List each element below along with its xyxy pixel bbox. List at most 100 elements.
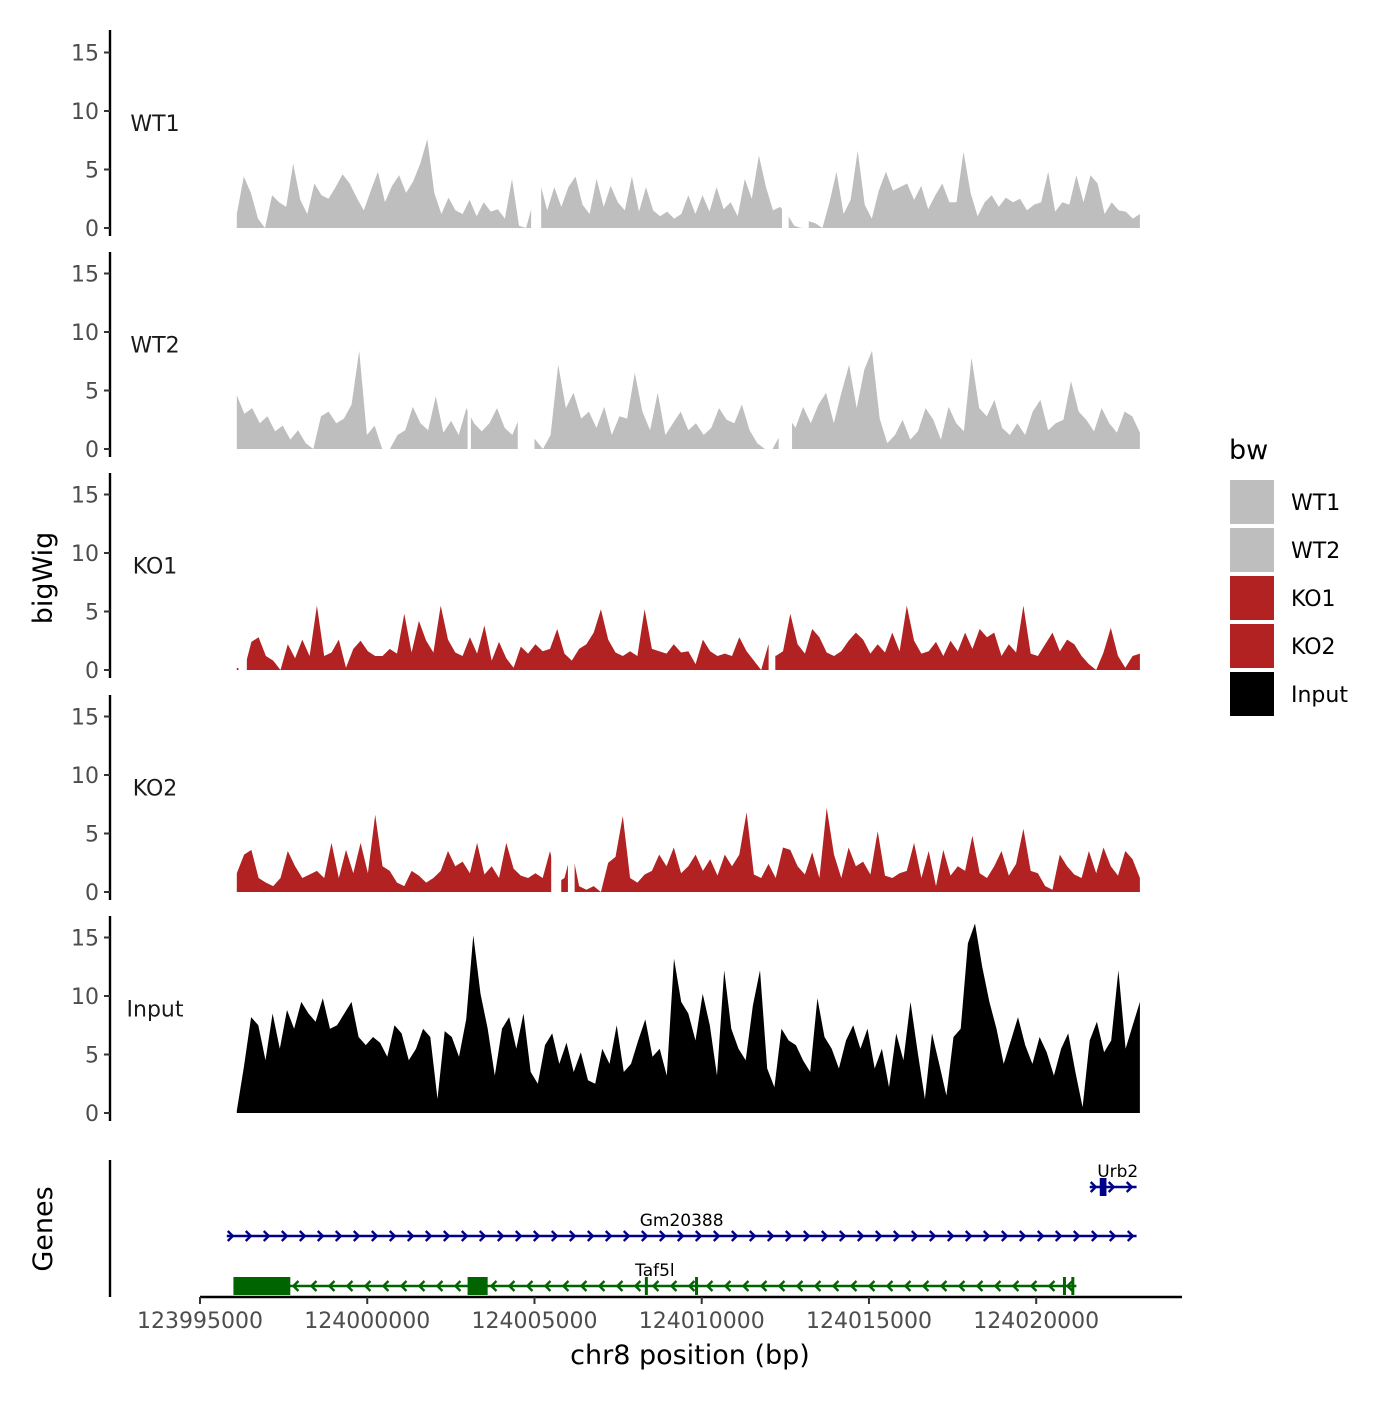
strand-arrow (849, 1280, 858, 1292)
legend-label: WT2 (1291, 539, 1340, 564)
strand-arrow (831, 1280, 840, 1292)
strand-arrow (975, 1280, 984, 1292)
strand-arrow (856, 1230, 865, 1242)
strand-arrow (957, 1280, 966, 1292)
strand-arrow (687, 1280, 696, 1292)
legend-swatch (1230, 624, 1274, 668)
strand-arrow (730, 1230, 739, 1242)
y-tick-label: 5 (85, 601, 99, 626)
coverage-gap (551, 695, 562, 893)
track-wt1: 0 5 10 15 WT1 (71, 30, 1140, 242)
series-area-wt1 (236, 139, 1140, 228)
strand-arrow (939, 1280, 948, 1292)
strand-arrow (381, 1280, 390, 1292)
gene-exon (695, 1277, 699, 1295)
strand-arrow (885, 1280, 894, 1292)
y-tick-label: 15 (71, 706, 99, 731)
genes-track: Urb2 Gm20388 Taf5l (108, 1160, 1138, 1297)
series-area-ko1 (236, 605, 1140, 670)
strand-arrow (417, 1280, 426, 1292)
legend-swatch (1230, 480, 1274, 524)
strand-arrow (676, 1230, 685, 1242)
strand-arrow (1054, 1230, 1063, 1242)
y-tick-label: 0 (85, 217, 99, 242)
strand-arrow (478, 1230, 487, 1242)
y-tick-label: 5 (85, 823, 99, 848)
bigwig-tracks: 0 5 10 15 WT1 0 5 10 15 WT2 0 5 10 15 KO1 0 5 10 15 KO2 0 5 10… (71, 30, 1140, 1127)
y-tick-label: 15 (71, 263, 99, 288)
y-tick-label: 5 (85, 159, 99, 184)
y-tick-label: 0 (85, 659, 99, 684)
strand-arrow (741, 1280, 750, 1292)
coverage-gap (567, 695, 575, 893)
legend-label: KO2 (1291, 635, 1336, 660)
strand-arrow (622, 1230, 631, 1242)
strand-arrow (928, 1230, 937, 1242)
gene-label: Urb2 (1097, 1162, 1138, 1182)
legend: bw WT1 WT2 KO1 KO2 Input (1229, 435, 1348, 716)
coverage-gap (467, 252, 471, 450)
y-tick-label: 0 (85, 1102, 99, 1127)
y-tick-label: 0 (85, 881, 99, 906)
strand-arrow (651, 1280, 660, 1292)
strand-arrow (910, 1230, 919, 1242)
strand-arrow (1065, 1280, 1074, 1292)
genes-axis-label: Genes (28, 1186, 59, 1271)
strand-arrow (1047, 1280, 1056, 1292)
legend-label: Input (1291, 683, 1348, 708)
strand-arrow (525, 1280, 534, 1292)
legend-entry-ko2: KO2 (1230, 624, 1336, 668)
legend-swatch (1230, 576, 1274, 620)
y-tick-label: 10 (71, 100, 99, 125)
y-tick-label: 10 (71, 542, 99, 567)
y-tick-label: 10 (71, 321, 99, 346)
strand-arrow (543, 1280, 552, 1292)
strand-arrow (813, 1280, 822, 1292)
strand-arrow (406, 1230, 415, 1242)
track-label: WT2 (130, 334, 179, 359)
gene-label: Taf5l (634, 1261, 675, 1281)
strand-arrow (1072, 1230, 1081, 1242)
strand-arrow (874, 1230, 883, 1242)
strand-arrow (982, 1230, 991, 1242)
strand-arrow (615, 1280, 624, 1292)
legend-title: bw (1229, 435, 1268, 466)
coverage-gap (517, 252, 535, 450)
strand-arrow (435, 1280, 444, 1292)
strand-arrow (795, 1280, 804, 1292)
coverage-gap (238, 473, 247, 671)
y-axis-label: bigWig (28, 532, 59, 625)
gene-exon (1062, 1277, 1066, 1295)
strand-arrow (442, 1230, 451, 1242)
gene-taf5l: Taf5l (233, 1261, 1077, 1295)
gene-exon (1071, 1277, 1075, 1295)
x-tick-label: 124000000 (304, 1309, 430, 1334)
strand-arrow (579, 1280, 588, 1292)
track-input: 0 5 10 15 Input (71, 916, 1140, 1127)
legend-swatch (1230, 528, 1274, 572)
strand-arrow (748, 1230, 757, 1242)
y-tick-label: 5 (85, 1044, 99, 1069)
y-tick-label: 10 (71, 764, 99, 789)
strand-arrow (1125, 1181, 1134, 1193)
x-tick-label: 124015000 (806, 1309, 932, 1334)
strand-arrow (658, 1230, 667, 1242)
strand-arrow (1029, 1280, 1038, 1292)
track-label: WT1 (130, 112, 179, 137)
strand-arrow (226, 1230, 235, 1242)
track-label: KO1 (133, 555, 178, 580)
gene-exon (467, 1277, 488, 1295)
x-tick-label: 123995000 (137, 1309, 263, 1334)
strand-arrow (327, 1280, 336, 1292)
x-tick-label: 124020000 (973, 1309, 1099, 1334)
legend-entry-ko1: KO1 (1230, 576, 1336, 620)
x-axis: 123995000 124000000 124005000 124010000 1240… (137, 1295, 1182, 1334)
gene-exon (233, 1277, 291, 1295)
coverage-gap (782, 30, 789, 229)
strand-arrow (424, 1230, 433, 1242)
strand-arrow (867, 1280, 876, 1292)
strand-arrow (460, 1230, 469, 1242)
strand-arrow (345, 1280, 354, 1292)
gene-urb2: Urb2 (1089, 1162, 1138, 1196)
